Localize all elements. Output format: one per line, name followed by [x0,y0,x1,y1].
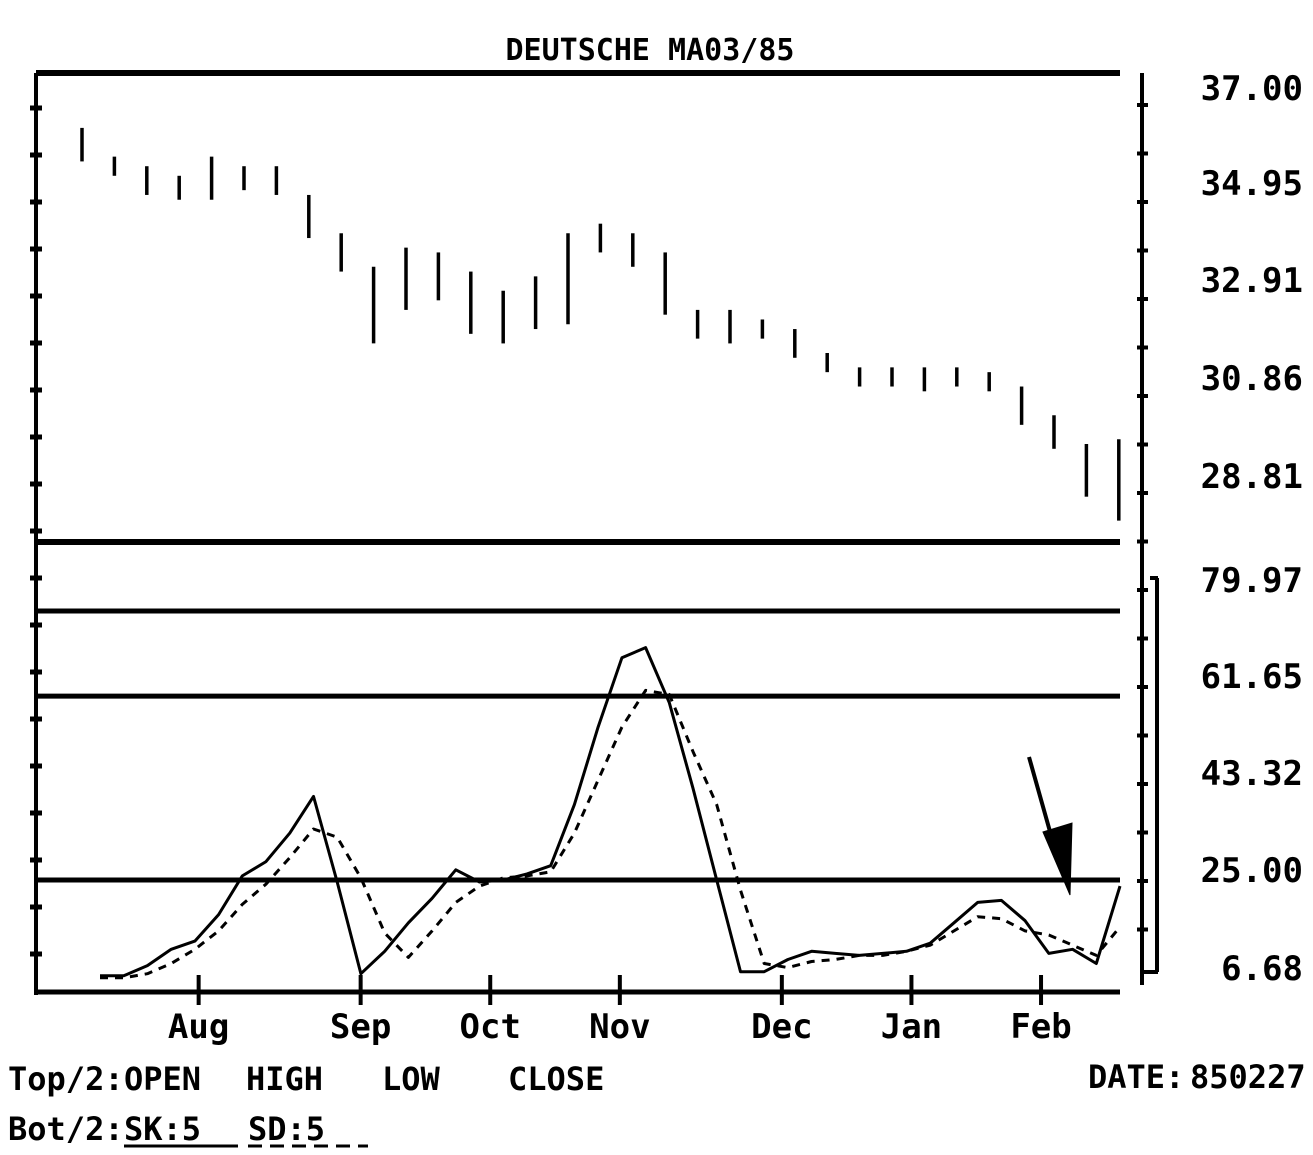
oscillator-axis-label: 43.32 [1201,754,1303,794]
footer-sk-label: SK:5 [124,1110,201,1148]
chart-title: DEUTSCHE MA03/85 [506,33,795,68]
x-axis: Aug Sep Oct Nov Dec Jan Feb [168,975,1072,1047]
chart-frame [34,70,1159,995]
left-axis-ticks [30,105,42,957]
oscillator-axis-label: 25.00 [1201,851,1303,891]
price-axis-label: 34.95 [1201,164,1303,204]
x-axis-label: Dec [751,1007,812,1047]
x-axis-label: Nov [589,1007,650,1047]
x-axis-label: Oct [460,1007,521,1047]
reference-lines [36,608,1120,883]
footer-open-label: OPEN [124,1060,201,1098]
footer-bot-prefix: Bot/2: [8,1110,124,1148]
footer-close-label: CLOSE [508,1060,604,1098]
oscillator-lines [100,646,1122,980]
oscillator-axis-label: 61.65 [1201,657,1303,697]
price-axis-label: 32.91 [1201,261,1303,301]
footer-sd-label: SD:5 [248,1110,325,1148]
footer-date-label: DATE: [1088,1058,1184,1096]
x-axis-label: Feb [1010,1007,1071,1047]
fast-stochastic-line [100,646,1122,978]
footer-top-prefix: Top/2: [8,1060,124,1098]
slow-stochastic-line [100,688,1122,980]
x-axis-label: Sep [330,1007,391,1047]
right-axis-ticks [1137,103,1148,932]
price-axis-label: 37.00 [1201,69,1303,109]
price-axis-label: 28.81 [1201,457,1303,497]
oscillator-axis-label: 6.68 [1221,949,1303,989]
footer-low-label: LOW [382,1060,441,1098]
annotation-arrow [1027,756,1073,896]
price-axis-label: 30.86 [1201,359,1303,399]
x-axis-label: Aug [168,1007,229,1047]
x-axis-label: Jan [881,1007,942,1047]
oscillator-axis-labels: 79.97 61.65 43.32 25.00 6.68 [1201,561,1303,989]
oscillator-axis-label: 79.97 [1201,561,1303,601]
footer: Top/2: OPEN HIGH LOW CLOSE Bot/2: SK:5 S… [8,1058,1306,1148]
price-bars [80,127,1121,521]
footer-high-label: HIGH [246,1060,323,1098]
footer-date-value: 850227 [1190,1058,1306,1096]
price-axis-labels: 37.00 34.95 32.91 30.86 28.81 [1201,69,1303,497]
